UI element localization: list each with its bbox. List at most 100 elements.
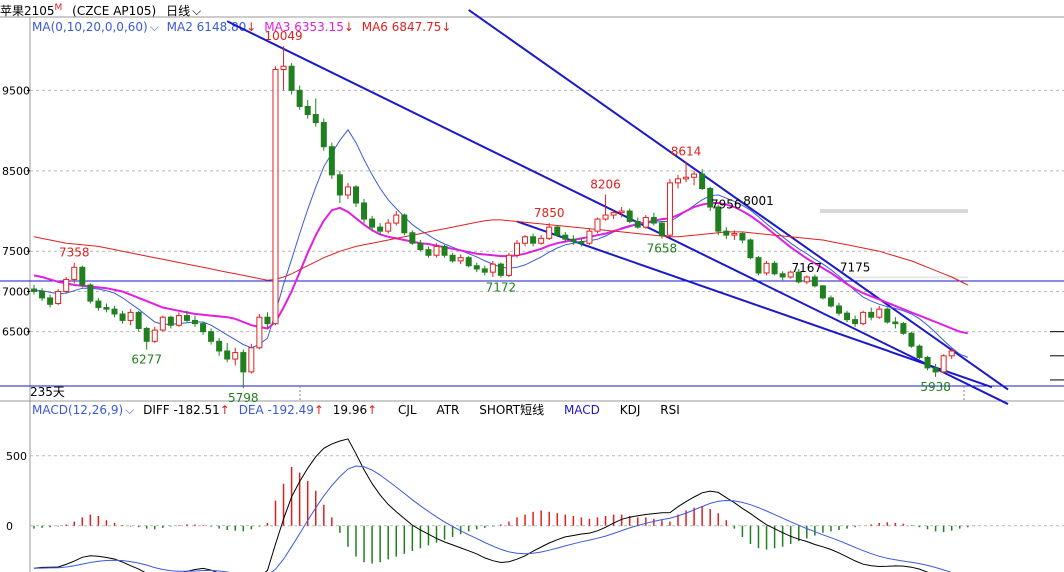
tab-atr[interactable]: ATR [436, 403, 460, 417]
candle-body [425, 249, 432, 256]
candle-body [39, 290, 46, 299]
candle-body [304, 105, 311, 116]
chart-header: 苹果2105M (CZCE AP105) 日线 ⌵ [0, 0, 207, 18]
candle-body [819, 285, 826, 299]
ma2-value: MA2 6148.80↓ [166, 20, 257, 34]
candle-body [666, 182, 673, 236]
candle-body [626, 210, 633, 222]
candle-body [675, 178, 681, 184]
price-annotation: 8001 [743, 194, 774, 208]
candle-body [296, 89, 303, 107]
candle-body [731, 233, 738, 236]
candle-body [232, 352, 239, 360]
candle-body [852, 319, 859, 325]
candle-body [79, 266, 86, 286]
price-annotation: 10049 [264, 29, 302, 43]
tab-macd[interactable]: MACD [563, 403, 600, 417]
candle-body [723, 230, 730, 236]
candle-body [417, 242, 424, 251]
dea-line [33, 465, 952, 572]
price-tick-label: 7000 [2, 285, 30, 298]
tab-short[interactable]: SHORT短线 [479, 403, 545, 417]
candle-body [803, 276, 810, 283]
symbol-name[interactable]: 苹果2105M [0, 3, 63, 18]
dea-value: DEA -192.49↑ [238, 403, 324, 417]
candle-body [192, 319, 198, 325]
candle-body [119, 313, 126, 321]
candle-body [216, 340, 223, 352]
candle-body [530, 236, 537, 244]
candle-body [771, 262, 778, 275]
candle-body [707, 188, 714, 208]
candle-body [127, 311, 134, 321]
tab-cjl[interactable]: CJL [398, 403, 417, 417]
candle-body [344, 186, 351, 196]
candle-body [401, 214, 408, 234]
candle-body [578, 241, 585, 244]
candle-body [208, 331, 215, 342]
trend-line [516, 220, 993, 389]
chevron-down-icon: ⌵ [192, 4, 202, 18]
candle-body [908, 332, 915, 347]
ma-line-ma2 [33, 128, 968, 358]
candle-body [522, 236, 529, 244]
candle-body [618, 210, 625, 214]
tab-kdj[interactable]: KDJ [619, 403, 641, 417]
price-annotation: 7956 [711, 198, 742, 212]
candle-body [159, 316, 166, 331]
candle-body [844, 312, 851, 321]
price-annotation: 6277 [131, 353, 162, 367]
candle-body [224, 350, 231, 360]
price-annotation: 5938 [920, 380, 951, 394]
ma-legend: MA(0,10,20,0,0,60) ⌵ MA2 6148.80↓ MA3 635… [32, 19, 455, 35]
candle-body [683, 176, 690, 180]
candle-body [811, 276, 818, 287]
price-annotation: 7172 [486, 281, 517, 295]
macd-params[interactable]: MACD(12,26,9) ⌵ [32, 403, 135, 417]
candle-body [433, 245, 440, 256]
ma-params[interactable]: MA(0,10,20,0,0,60) ⌵ [32, 20, 159, 34]
price-annotation: 7167 [792, 261, 823, 275]
candle-body [860, 311, 867, 325]
candle-body [570, 238, 577, 243]
candle-body [409, 232, 416, 244]
macd-hist-value: 19.96↑ [332, 403, 378, 417]
candle-body [610, 212, 617, 216]
candle-body [264, 316, 271, 325]
candle-body [763, 262, 770, 274]
period-selector[interactable]: 日线 ⌵ [166, 4, 202, 18]
candle-body [514, 242, 520, 256]
candle-body [827, 297, 834, 307]
tab-rsi[interactable]: RSI [660, 403, 680, 417]
candle-body [353, 186, 359, 204]
candle-body [151, 329, 158, 342]
candle-body [256, 316, 263, 349]
price-tick-label: 6500 [2, 326, 30, 339]
candle-body [95, 300, 102, 309]
diff-value: DIFF -182.51↑ [143, 403, 230, 417]
candle-body [948, 350, 955, 357]
candle-body [111, 308, 118, 315]
price-annotation: 7658 [647, 242, 678, 256]
price-annotation: 7358 [59, 246, 90, 260]
up-arrow-icon: ↑ [313, 403, 324, 417]
candle-body [884, 308, 891, 323]
ma-line-ma6 [33, 219, 969, 286]
candle-body [87, 284, 94, 302]
candle-body [55, 290, 62, 305]
candle-body [642, 216, 649, 228]
candle-body [328, 146, 335, 176]
candle-body [586, 230, 593, 244]
down-arrow-icon: ↓ [441, 20, 452, 34]
candle-body [385, 222, 392, 232]
candle-body [538, 237, 545, 244]
bottom-left-label: 235天 [30, 385, 65, 399]
candle-body [248, 347, 255, 373]
candle-body [787, 271, 794, 278]
candle-body [441, 245, 448, 256]
candle-body [602, 214, 609, 220]
candle-body [691, 173, 698, 178]
candle-body [336, 174, 343, 196]
price-tick-label: 7500 [2, 245, 30, 258]
